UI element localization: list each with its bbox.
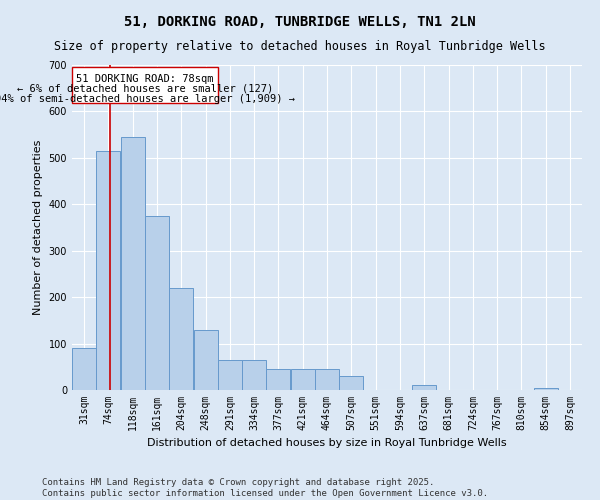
Bar [169,288,193,390]
Y-axis label: Number of detached properties: Number of detached properties [33,140,43,315]
Bar [266,369,290,390]
Text: Size of property relative to detached houses in Royal Tunbridge Wells: Size of property relative to detached ho… [54,40,546,53]
Bar [291,369,315,390]
Text: ← 6% of detached houses are smaller (127): ← 6% of detached houses are smaller (127… [17,84,273,94]
Bar [72,348,96,390]
Bar [339,376,363,390]
Bar [145,216,169,390]
Bar [315,369,339,390]
Bar [121,137,145,390]
Bar [534,388,558,390]
Bar [218,360,242,390]
Bar [412,386,436,390]
FancyBboxPatch shape [72,68,218,103]
Bar [96,151,120,390]
Bar [194,330,218,390]
X-axis label: Distribution of detached houses by size in Royal Tunbridge Wells: Distribution of detached houses by size … [147,438,507,448]
Bar [242,360,266,390]
Text: 94% of semi-detached houses are larger (1,909) →: 94% of semi-detached houses are larger (… [0,94,295,104]
Text: 51, DORKING ROAD, TUNBRIDGE WELLS, TN1 2LN: 51, DORKING ROAD, TUNBRIDGE WELLS, TN1 2… [124,15,476,29]
Text: Contains HM Land Registry data © Crown copyright and database right 2025.
Contai: Contains HM Land Registry data © Crown c… [42,478,488,498]
Text: 51 DORKING ROAD: 78sqm: 51 DORKING ROAD: 78sqm [76,74,214,84]
